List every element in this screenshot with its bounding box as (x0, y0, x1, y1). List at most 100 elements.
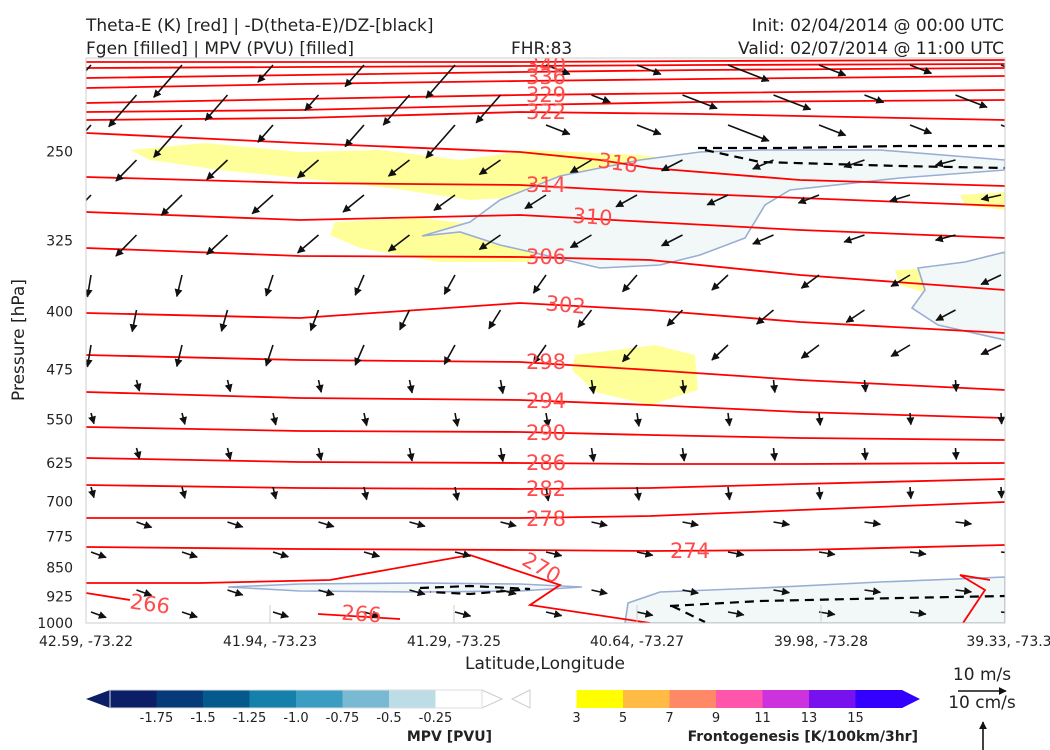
wind-vector (890, 274, 911, 287)
theta-e-line-310 (86, 211, 1005, 239)
wind-vector (227, 520, 244, 529)
wind-vector (425, 64, 456, 99)
x-tick-label: 42.59, -73.22 (39, 634, 133, 650)
wind-vector (909, 549, 927, 558)
wind-vector (108, 94, 138, 128)
wind-vector (500, 588, 517, 597)
fgen-colorbar-tick: 11 (754, 711, 771, 726)
wind-vector (815, 486, 824, 500)
wind-vector (133, 379, 142, 392)
wind-vector (660, 234, 683, 247)
wind-vector (797, 194, 820, 205)
theta-e-line-290 (86, 426, 1005, 441)
wind-vector (636, 124, 662, 136)
wind-vector (800, 274, 820, 289)
wind-vector (588, 447, 597, 463)
wind-vector (864, 94, 885, 104)
wind-vector (90, 611, 107, 619)
theta-e-line-322 (86, 111, 1005, 121)
wind-vector (297, 234, 320, 254)
title-line2-left: Fgen [filled] | MPV (PVU) [filled] (86, 39, 354, 59)
x-tick-label: 39.98, -73.28 (774, 634, 868, 650)
fgen-colorbar-tick: 15 (847, 711, 864, 726)
wind-vector (800, 344, 820, 359)
wind-vector (181, 611, 198, 619)
y-tick-label: 700 (46, 495, 73, 511)
wind-vector (224, 447, 233, 461)
wind-vector (297, 159, 320, 179)
theta-e-line-282 (86, 478, 1005, 490)
wind-vector (219, 309, 229, 332)
wind-vector (454, 550, 472, 559)
y-tick-label: 625 (46, 456, 73, 472)
wind-vector (997, 412, 1005, 425)
fgen-colorbar-extend-min (510, 689, 531, 709)
wind-vector (591, 94, 611, 104)
y-tick-label: 475 (46, 363, 73, 379)
wind-vector (318, 588, 335, 597)
fgen-region-center (572, 345, 698, 405)
wind-vector (955, 519, 973, 528)
wind-vector (588, 379, 597, 395)
wind-vector (478, 234, 501, 251)
mpv-colorbar-tick: -1.0 (283, 711, 308, 726)
wind-vector (354, 344, 365, 366)
wind-vector (452, 486, 461, 501)
fgen-colorbar-label: Frontogenesis [K/100km/3hr] (688, 729, 918, 745)
y-tick-label: 250 (46, 144, 73, 160)
fgen-colorbar-tick: 5 (619, 711, 627, 726)
wind-vector (204, 94, 229, 121)
wind-vector (206, 234, 229, 256)
y-tick-label: 925 (46, 589, 73, 605)
x-tick-label: 39.33, -73.3 (966, 634, 1050, 650)
mpv-colorbar-swatch (203, 690, 250, 708)
contour-label-298: 298 (526, 350, 566, 374)
fgen-colorbar: 3 5 7 9 11 13 15 Frontogenesis [K/100km/3hr] (510, 689, 920, 745)
wind-vector (679, 379, 688, 394)
wind-vector (980, 344, 1002, 356)
wind-vector (409, 588, 426, 597)
mpv-colorbar-swatch (296, 690, 343, 708)
mpv-colorbar-label: MPV [PVU] (407, 729, 492, 745)
wind-vector (951, 379, 960, 393)
wind-vector (577, 309, 593, 329)
theta-e-line-336 (86, 67, 1005, 79)
contour-label-278: 278 (526, 507, 566, 531)
wind-vector (179, 486, 187, 500)
wind-vector (864, 587, 882, 596)
contour-label-314: 314 (526, 173, 566, 197)
init-time: Init: 02/04/2014 @ 00:00 UTC (752, 16, 1004, 36)
wind-vector (86, 124, 92, 132)
contour-label-282: 282 (526, 477, 566, 501)
contour-label-329: 329 (526, 83, 566, 107)
mpv-colorbar-tick: -0.25 (419, 711, 453, 726)
theta-e-line-298 (86, 354, 1005, 391)
y-tick-label: 325 (46, 234, 73, 250)
wind-vector (86, 274, 93, 298)
quiver-key-vertical-label: 10 cm/s (948, 693, 1016, 713)
mpv-colorbar-tick: -1.75 (140, 711, 174, 726)
wind-vector (622, 274, 638, 293)
wind-vector (500, 520, 517, 529)
mpv-colorbar-swatch (342, 690, 390, 708)
wind-vector (997, 486, 1005, 499)
theta-e-line-318 (86, 132, 1005, 187)
wind-vector (532, 344, 547, 364)
y-tick-label: 400 (46, 304, 73, 320)
mpv-colorbar-tick: -1.25 (233, 711, 267, 726)
wind-vector (86, 194, 92, 202)
wind-vector (679, 447, 688, 462)
contour-label-302: 302 (545, 291, 587, 318)
wind-vector (843, 159, 865, 169)
contour-label-306: 306 (526, 245, 566, 269)
wind-vector (727, 124, 770, 143)
wind-vector (406, 447, 415, 462)
wind-vector (545, 550, 563, 558)
mpv-colorbar-swatch (156, 690, 204, 708)
x-axis-ticks: 42.59, -73.22 41.94, -73.23 41.29, -73.25 4… (39, 605, 1050, 650)
wind-vector (724, 486, 733, 501)
wind-vector (406, 379, 415, 394)
wind-vector (909, 609, 927, 618)
theta-e-line-274 (86, 544, 1005, 552)
theta-e-line-294 (86, 391, 1005, 419)
